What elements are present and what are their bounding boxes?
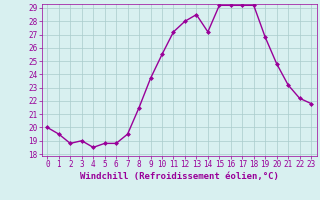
X-axis label: Windchill (Refroidissement éolien,°C): Windchill (Refroidissement éolien,°C) [80,172,279,181]
